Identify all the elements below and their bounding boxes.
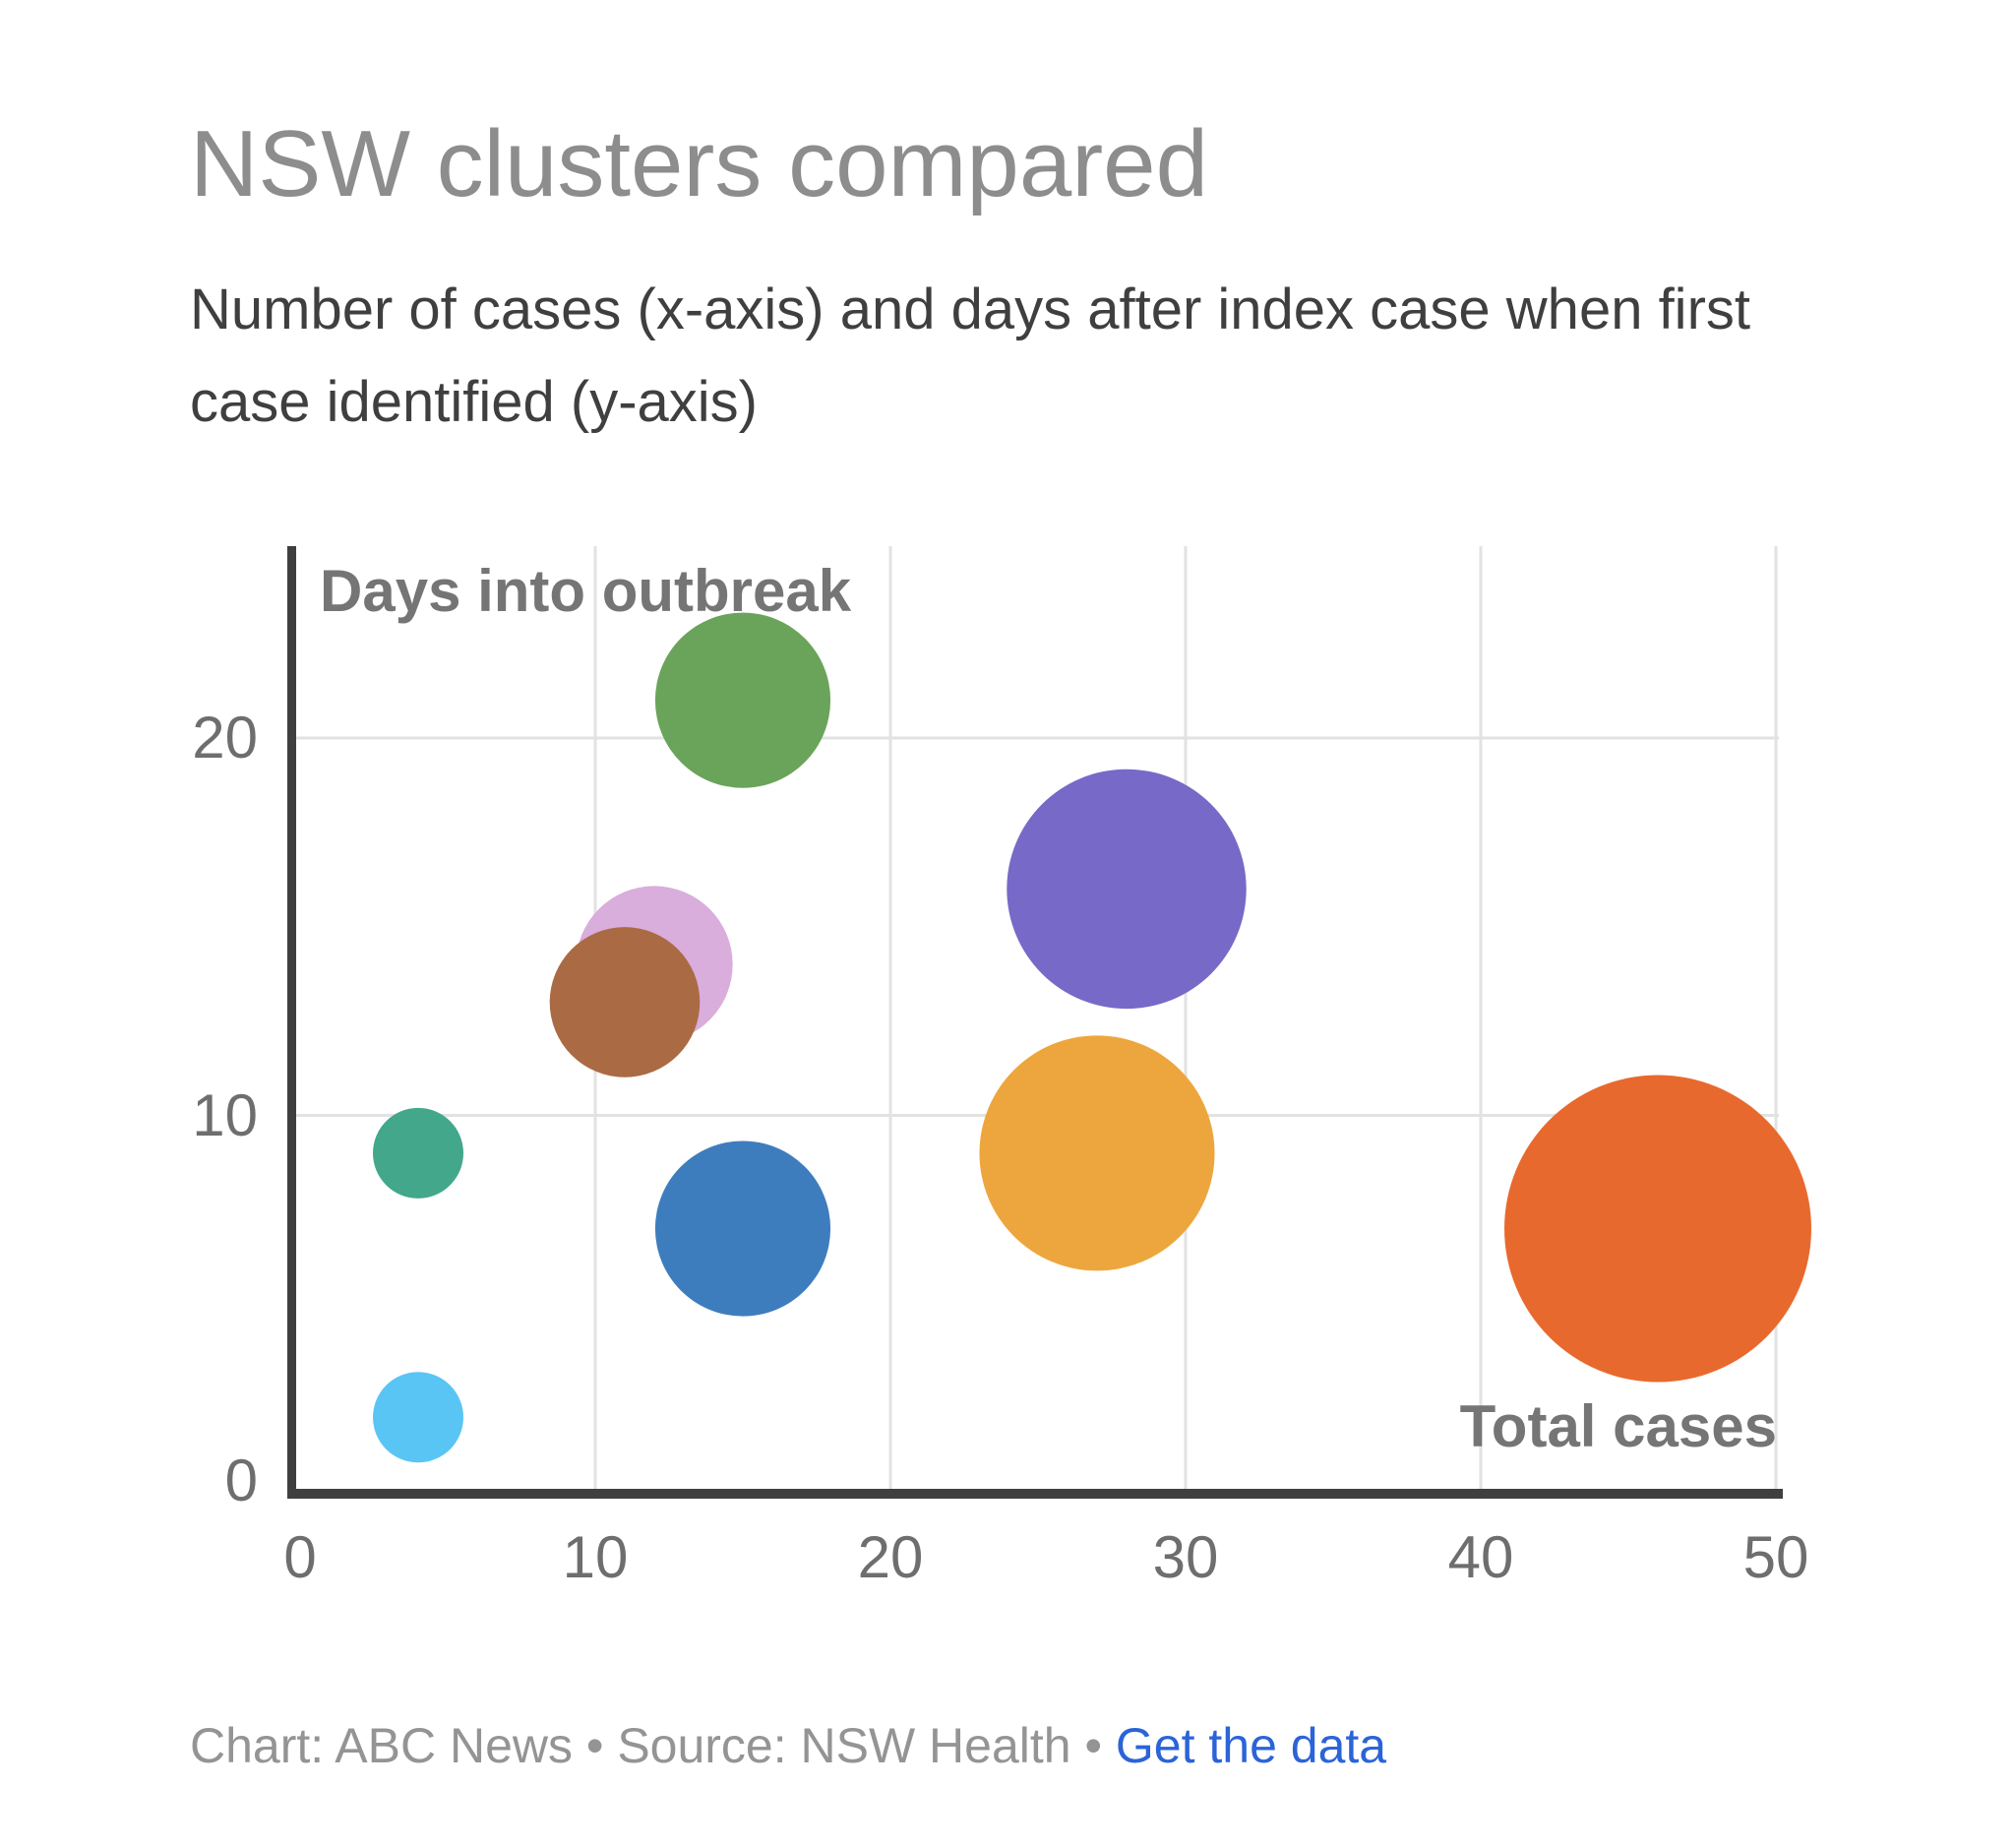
- vertical-gridline: [1774, 546, 1778, 1489]
- x-axis-line: [287, 1489, 1783, 1499]
- y-tick-label: 0: [224, 1448, 258, 1513]
- y-axis-inner-label: Days into outbreak: [320, 558, 852, 624]
- cluster-bubble: [373, 1372, 463, 1463]
- y-tick-label: 20: [192, 705, 258, 770]
- x-tick-label: 20: [857, 1524, 924, 1590]
- vertical-gridline: [1184, 546, 1188, 1489]
- cluster-bubble: [549, 927, 701, 1078]
- get-the-data-link[interactable]: Get the data: [1115, 1718, 1387, 1773]
- page-title: NSW clusters compared: [190, 111, 1208, 216]
- chart-footer: Chart: ABC News • Source: NSW Health • G…: [190, 1717, 1386, 1774]
- cluster-bubble: [1007, 769, 1247, 1010]
- y-axis-line: [287, 546, 296, 1499]
- x-axis-inner-label: Total cases: [1459, 1393, 1777, 1459]
- cluster-bubble: [654, 612, 831, 788]
- cluster-bubble: [979, 1035, 1215, 1271]
- x-tick-label: 30: [1152, 1524, 1219, 1590]
- horizontal-gridline: [296, 736, 1779, 740]
- footer-separator: •: [573, 1718, 618, 1773]
- x-tick-label: 0: [283, 1524, 317, 1590]
- footer-source: Source: NSW Health: [617, 1718, 1071, 1773]
- x-tick-label: 10: [562, 1524, 629, 1590]
- cluster-bubble: [654, 1140, 831, 1317]
- x-tick-label: 40: [1447, 1524, 1514, 1590]
- footer-separator: •: [1070, 1718, 1116, 1773]
- chart-subtitle: Number of cases (x-axis) and days after …: [190, 277, 1750, 434]
- cluster-bubble: [1504, 1075, 1811, 1383]
- vertical-gridline: [1479, 546, 1483, 1489]
- footer-credit: Chart: ABC News: [190, 1718, 574, 1773]
- x-tick-label: 50: [1742, 1524, 1809, 1590]
- vertical-gridline: [888, 546, 892, 1489]
- cluster-bubble: [373, 1107, 463, 1199]
- y-tick-label: 10: [192, 1081, 258, 1148]
